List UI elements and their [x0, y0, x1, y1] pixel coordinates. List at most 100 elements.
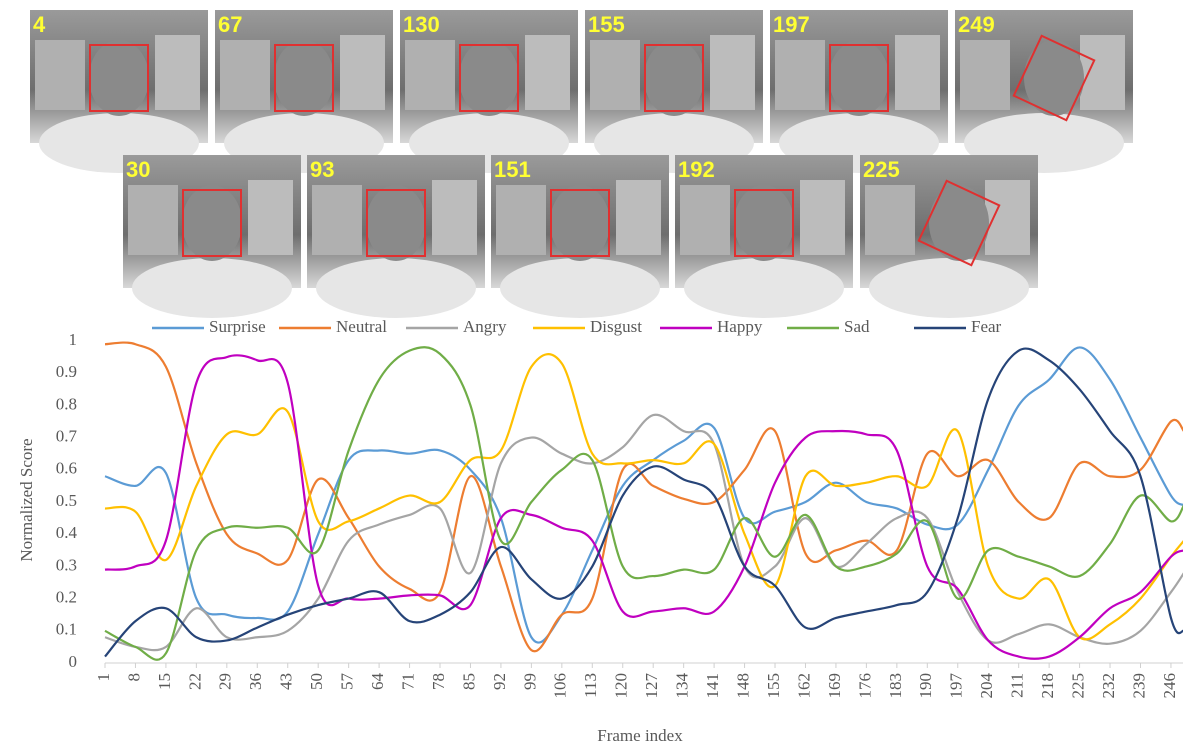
face-box [734, 189, 794, 257]
shelf [248, 180, 293, 255]
x-tick-label: 141 [703, 673, 722, 699]
legend-label: Neutral [336, 317, 387, 336]
y-tick-label: 0.2 [56, 588, 77, 607]
x-tick-label: 218 [1038, 673, 1057, 699]
x-tick-label: 57 [338, 673, 357, 691]
frame-number: 30 [126, 157, 150, 182]
x-tick-label: 134 [673, 673, 692, 699]
body [684, 258, 844, 318]
legend-label: Sad [844, 317, 870, 336]
shelf [1080, 35, 1125, 110]
y-tick-label: 0.9 [56, 362, 77, 381]
face [929, 185, 989, 261]
x-tick-label: 169 [825, 673, 844, 699]
x-tick-label: 85 [459, 673, 478, 690]
x-tick-label: 22 [185, 673, 204, 690]
shelf [895, 35, 940, 110]
x-tick-label: 183 [886, 673, 905, 699]
frame-number: 151 [494, 157, 531, 182]
legend-label: Happy [717, 317, 763, 336]
x-tick-label: 211 [1008, 673, 1027, 698]
legend-label: Surprise [209, 317, 266, 336]
photo: 249 [955, 10, 1133, 173]
shelf [220, 40, 270, 110]
frame-number: 130 [403, 12, 440, 37]
series-line [104, 346, 1183, 661]
shelf [35, 40, 85, 110]
x-tick-label: 190 [916, 673, 935, 699]
x-tick-label: 15 [155, 673, 174, 690]
shelf [800, 180, 845, 255]
x-tick-label: 99 [520, 673, 539, 690]
shelf [775, 40, 825, 110]
y-tick-label: 1 [69, 330, 78, 349]
shelf [960, 40, 1010, 110]
face-box [829, 44, 889, 112]
shelf [496, 185, 546, 255]
frame-number: 155 [588, 12, 625, 37]
face-box [89, 44, 149, 112]
face [644, 40, 704, 116]
body [316, 258, 476, 318]
face-box [366, 189, 426, 257]
face [274, 40, 334, 116]
chart: Normalized Score Frame index 0 0.1 0.2 0.3 0… [17, 317, 1183, 745]
x-tick-label: 155 [764, 673, 783, 699]
face-box [1012, 34, 1096, 122]
shelf [405, 40, 455, 110]
y-tick-label: 0 [69, 652, 78, 671]
face-box [274, 44, 334, 112]
face-box [917, 179, 1001, 267]
body [132, 258, 292, 318]
photo: 130 [400, 10, 578, 173]
x-tick-label: 239 [1129, 673, 1148, 699]
series-line [104, 353, 1183, 641]
body [500, 258, 660, 318]
frame-number: 249 [958, 12, 995, 37]
face [734, 185, 794, 261]
shelf [432, 180, 477, 255]
photo: 93 [307, 155, 485, 318]
shelf [340, 35, 385, 110]
x-tick-label: 64 [368, 673, 387, 691]
x-tick-label: 246 [1160, 673, 1179, 699]
shelf [680, 185, 730, 255]
y-axis-title: Normalized Score [17, 438, 36, 561]
x-tick-label: 225 [1068, 673, 1087, 699]
y-tick-label: 0.5 [56, 491, 77, 510]
x-tick-label: 71 [398, 673, 417, 690]
frame-number: 197 [773, 12, 810, 37]
photo: 4 [30, 10, 208, 173]
x-tick-label: 43 [277, 673, 296, 690]
body [869, 258, 1029, 318]
x-tick-label: 232 [1099, 673, 1118, 699]
x-tick-label: 204 [977, 673, 996, 699]
face [89, 40, 149, 116]
face [550, 185, 610, 261]
x-tick-label: 148 [733, 673, 752, 699]
photo: 155 [585, 10, 763, 173]
photo: 30 [123, 155, 301, 318]
x-tick-label: 29 [216, 673, 235, 690]
shelf [865, 185, 915, 255]
series-line [104, 413, 1183, 652]
x-tick-label: 120 [612, 673, 631, 699]
shelf [128, 185, 178, 255]
shelf [710, 35, 755, 110]
series-line [104, 341, 1183, 653]
x-tick-label: 176 [855, 673, 874, 699]
face [182, 185, 242, 261]
shelf [312, 185, 362, 255]
x-tick-label: 1 [94, 673, 113, 682]
x-tick-label: 78 [429, 673, 448, 690]
photo-strip: 4 67 130 155 197 249 30 93 151 192 225 [30, 10, 1133, 318]
x-tick-label: 106 [551, 673, 570, 699]
x-tick-label: 127 [642, 673, 661, 699]
x-tick-label: 8 [124, 673, 143, 682]
legend-label: Angry [463, 317, 507, 336]
x-tick-label: 92 [490, 673, 509, 690]
y-tick-label: 0.7 [56, 427, 78, 446]
photo: 192 [675, 155, 853, 318]
face [829, 40, 889, 116]
